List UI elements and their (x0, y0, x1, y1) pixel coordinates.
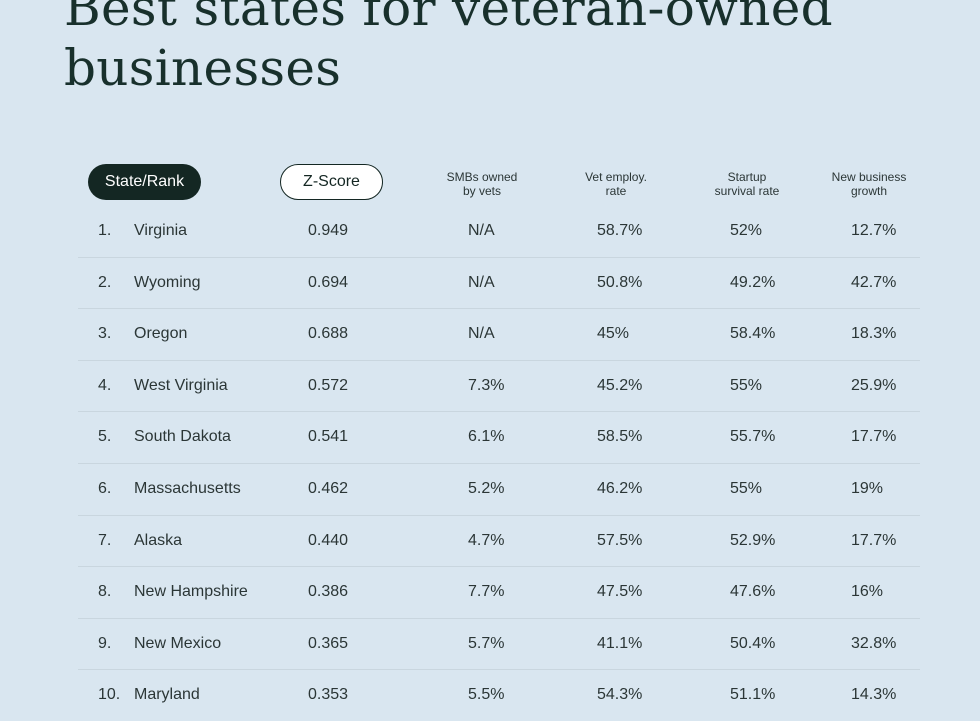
employ-rate-cell: 45% (597, 325, 630, 343)
survival-column-header: Startup survival rate (714, 170, 780, 198)
employ-rate-cell: 50.8% (597, 273, 643, 291)
employ-rate-cell: 46.2% (597, 479, 643, 497)
state-cell: South Dakota (134, 428, 231, 446)
table-row: 5. South Dakota 0.541 6.1% 58.5% 55.7% 17.7% (78, 412, 920, 464)
zscore-header-pill: Z-Score (280, 164, 383, 200)
zscore-cell: 0.949 (308, 222, 349, 239)
table-header: State/Rank Z-Score SMBs owned by vets Ve… (0, 164, 980, 202)
growth-column-header: New business growth (831, 170, 907, 198)
growth-cell: 17.7% (851, 531, 897, 549)
zscore-cell: 0.440 (308, 531, 349, 549)
growth-cell: 12.7% (851, 222, 897, 239)
rank-cell: 7. (98, 531, 112, 549)
survival-rate-cell: 52.9% (730, 531, 776, 549)
rank-cell: 8. (98, 583, 112, 601)
table-row: 10. Maryland 0.353 5.5% 54.3% 51.1% 14.3% (78, 670, 920, 721)
smb-cell: N/A (468, 222, 495, 239)
zscore-cell: 0.365 (308, 634, 349, 652)
growth-cell: 19% (851, 479, 884, 497)
employ-rate-cell: 58.7% (597, 222, 643, 239)
state-cell: Wyoming (134, 273, 201, 291)
survival-rate-cell: 51.1% (730, 686, 776, 704)
smb-cell: 7.7% (468, 583, 505, 601)
state-cell: West Virginia (134, 376, 228, 394)
table-row: 1. Virginia 0.949 N/A 58.7% 52% 12.7% (78, 206, 920, 258)
zscore-cell: 0.353 (308, 686, 349, 704)
table-row: 7. Alaska 0.440 4.7% 57.5% 52.9% 17.7% (78, 516, 920, 568)
state-cell: Maryland (134, 686, 200, 704)
zscore-cell: 0.694 (308, 273, 349, 291)
table-body: 1. Virginia 0.949 N/A 58.7% 52% 12.7% 2. Wyoming… (78, 206, 920, 721)
table-row: 8. New Hampshire 0.386 7.7% 47.5% 47.6% 16% (78, 567, 920, 619)
smb-cell: 5.7% (468, 634, 505, 652)
state-cell: Virginia (134, 222, 188, 239)
table-row: 2. Wyoming 0.694 N/A 50.8% 49.2% 42.7% (78, 258, 920, 310)
growth-cell: 14.3% (851, 686, 897, 704)
smb-cell: 5.5% (468, 686, 505, 704)
state-rank-header-pill: State/Rank (88, 164, 201, 200)
employ-rate-cell: 47.5% (597, 583, 643, 601)
survival-rate-cell: 55.7% (730, 428, 776, 446)
survival-rate-cell: 47.6% (730, 583, 776, 601)
rank-cell: 5. (98, 428, 112, 446)
title-line-1: Best states for veteran-owned (64, 0, 833, 37)
zscore-cell: 0.462 (308, 479, 349, 497)
survival-rate-cell: 50.4% (730, 634, 776, 652)
employ-rate-cell: 45.2% (597, 376, 643, 394)
zscore-cell: 0.688 (308, 325, 349, 343)
state-cell: New Mexico (134, 634, 222, 652)
rank-cell: 4. (98, 376, 112, 394)
survival-rate-cell: 52% (730, 222, 763, 239)
smb-cell: 4.7% (468, 531, 505, 549)
rank-cell: 3. (98, 325, 112, 343)
survival-rate-cell: 55% (730, 376, 763, 394)
state-cell: New Hampshire (134, 583, 248, 601)
employ-column-header: Vet employ. rate (585, 170, 647, 198)
title-line-2: businesses (64, 39, 342, 97)
employ-rate-cell: 54.3% (597, 686, 643, 704)
state-cell: Alaska (134, 531, 183, 549)
table-row: 9. New Mexico 0.365 5.7% 41.1% 50.4% 32.8% (78, 619, 920, 671)
survival-rate-cell: 55% (730, 479, 763, 497)
growth-cell: 16% (851, 583, 884, 601)
employ-rate-cell: 41.1% (597, 634, 643, 652)
growth-cell: 17.7% (851, 428, 897, 446)
survival-rate-cell: 58.4% (730, 325, 776, 343)
rank-cell: 6. (98, 479, 112, 497)
smb-cell: N/A (468, 273, 495, 291)
growth-cell: 18.3% (851, 325, 897, 343)
zscore-cell: 0.572 (308, 376, 349, 394)
state-cell: Massachusetts (134, 479, 241, 497)
table-row: 6. Massachusetts 0.462 5.2% 46.2% 55% 19% (78, 464, 920, 516)
zscore-cell: 0.541 (308, 428, 349, 446)
zscore-cell: 0.386 (308, 583, 349, 601)
rank-cell: 10. (98, 686, 121, 704)
rank-cell: 9. (98, 634, 112, 652)
smb-cell: N/A (468, 325, 495, 343)
smb-cell: 6.1% (468, 428, 505, 446)
growth-cell: 25.9% (851, 376, 897, 394)
rank-cell: 1. (98, 222, 112, 239)
survival-rate-cell: 49.2% (730, 273, 776, 291)
growth-cell: 42.7% (851, 273, 897, 291)
smb-column-header: SMBs owned by vets (446, 170, 518, 198)
employ-rate-cell: 57.5% (597, 531, 643, 549)
smb-cell: 7.3% (468, 376, 505, 394)
employ-rate-cell: 58.5% (597, 428, 643, 446)
growth-cell: 32.8% (851, 634, 897, 652)
page-title: Best states for veteran-owned businesses (64, 0, 833, 98)
table-row: 3. Oregon 0.688 N/A 45% 58.4% 18.3% (78, 309, 920, 361)
table-row: 4. West Virginia 0.572 7.3% 45.2% 55% 25.9% (78, 361, 920, 413)
rank-cell: 2. (98, 273, 112, 291)
state-cell: Oregon (134, 325, 188, 343)
smb-cell: 5.2% (468, 479, 505, 497)
